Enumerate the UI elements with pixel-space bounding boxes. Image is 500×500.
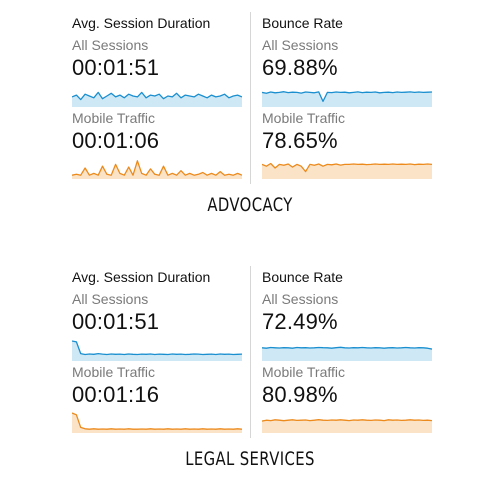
sparkline-series-line [72,412,242,430]
all-sessions-value: 00:01:51 [72,55,160,80]
sparkline-area [72,160,242,179]
mobile-traffic-sparkline [72,160,242,179]
metric-title: Avg. Session Duration [72,269,211,285]
all-sessions-value: 00:01:51 [72,309,160,334]
metric-title: Bounce Rate [262,269,343,285]
sparkline-series-line [262,162,432,173]
mobile-traffic-label: Mobile Traffic [262,364,345,380]
all-sessions-sparkline [72,340,242,361]
sparkline-series-line [72,160,242,176]
metric-title: Avg. Session Duration [72,15,211,31]
mobile-traffic-value: 80.98% [262,382,338,407]
sparkline-series-line [262,419,432,422]
column-divider [250,266,251,438]
sparkline-area [262,91,432,107]
metric-title: Bounce Rate [262,15,343,31]
column-divider [250,12,251,184]
sparkline-series-line [262,346,432,350]
section-heading: LEGAL SERVICES [185,448,315,470]
mobile-traffic-label: Mobile Traffic [262,110,345,126]
mobile-traffic-sparkline [262,162,432,179]
mobile-traffic-label: Mobile Traffic [72,364,155,380]
sparkline-area [262,419,432,433]
sparkline-series-line [262,91,432,103]
all-sessions-sparkline [262,91,432,107]
sparkline-area [72,341,242,361]
sparkline-area [262,347,432,361]
mobile-traffic-value: 00:01:16 [72,382,160,407]
mobile-traffic-sparkline [262,419,432,433]
sparkline-area [262,163,432,179]
mobile-traffic-value: 78.65% [262,128,338,153]
sparkline-area [72,413,242,433]
sparkline-series-line [72,91,242,101]
all-sessions-value: 72.49% [262,309,338,334]
all-sessions-label: All Sessions [262,37,339,53]
all-sessions-sparkline [262,346,432,361]
section-heading: ADVOCACY [207,194,293,216]
all-sessions-label: All Sessions [72,291,149,307]
all-sessions-sparkline [72,91,242,107]
all-sessions-label: All Sessions [72,37,149,53]
all-sessions-label: All Sessions [262,291,339,307]
all-sessions-value: 69.88% [262,55,338,80]
sparkline-series-line [72,340,242,356]
mobile-traffic-sparkline [72,412,242,433]
mobile-traffic-label: Mobile Traffic [72,110,155,126]
mobile-traffic-value: 00:01:06 [72,128,160,153]
